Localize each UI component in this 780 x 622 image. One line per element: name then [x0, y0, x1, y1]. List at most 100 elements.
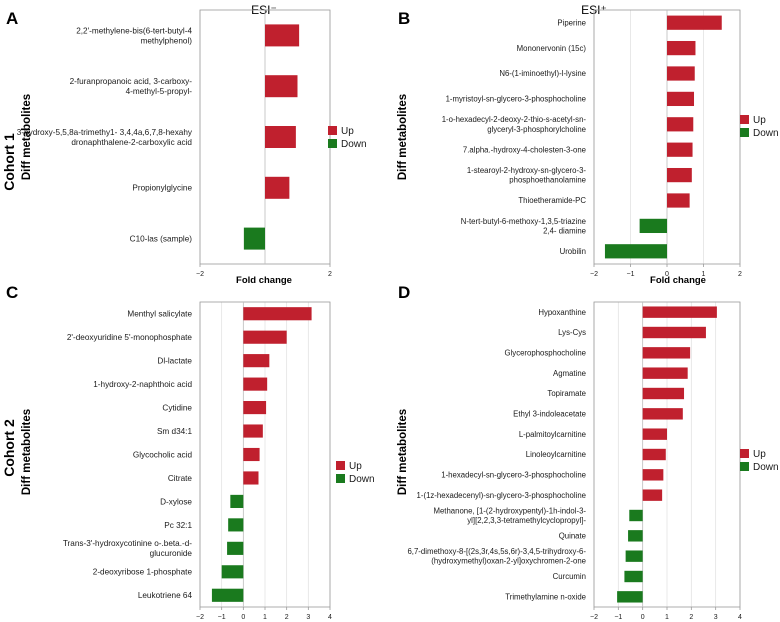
category-label: 1-hydroxy-2-naphthoic acid	[93, 380, 192, 389]
bar	[243, 227, 265, 250]
category-label: Citrate	[168, 474, 193, 483]
category-label: Piperine	[557, 18, 586, 27]
bar	[265, 126, 296, 148]
category-label: Cytidine	[162, 403, 192, 412]
bar	[642, 387, 685, 400]
x-tick-label: −2	[196, 271, 204, 278]
category-label: Menthyl salicylate	[127, 310, 192, 319]
bar	[243, 330, 287, 344]
category-label: 4-methyl-5-propyl-	[126, 87, 193, 96]
bar	[265, 176, 290, 199]
x-tick-label: 1	[702, 271, 706, 278]
panel-c: C Diff metabolites −2 −1 0 1 2 3 4 Menthyl salicy…	[6, 283, 375, 621]
legend-label-down: Down	[753, 128, 779, 139]
bar	[228, 518, 244, 532]
category-label: Dl-lactate	[157, 357, 192, 366]
x-tick-label: 4	[328, 614, 332, 621]
x-tick-label: −1	[218, 614, 226, 621]
legend-swatch-down	[328, 139, 337, 148]
bar	[642, 428, 667, 440]
category-label: Thioetheramide-PC	[518, 196, 586, 205]
category-label: 1-(1z-hexadecenyl)-sn-glycero-3-phosphoc…	[417, 491, 586, 500]
bar	[243, 471, 259, 485]
bar	[243, 424, 263, 438]
x-tick-label: 2	[285, 614, 289, 621]
category-label: 1-hexadecyl-sn-glycero-3-phosphocholine	[441, 471, 586, 480]
category-label: Linoleoylcarnitine	[526, 450, 586, 459]
category-label: Leukotriene 64	[138, 591, 193, 600]
legend-label-up: Up	[349, 461, 362, 472]
x-tick-label: −2	[590, 614, 598, 621]
bar	[604, 244, 667, 259]
bar	[628, 530, 643, 542]
x-tick-label: 2	[328, 271, 332, 278]
bar	[230, 494, 244, 508]
bar	[667, 117, 694, 132]
category-label: 2,2'-methylene-bis(6-tert-butyl-4	[76, 26, 192, 35]
legend-swatch-down	[740, 128, 749, 137]
category-label: Quinate	[559, 532, 586, 541]
category-label: Pc 32:1	[164, 521, 192, 530]
category-label: Propionylglycine	[132, 184, 192, 193]
row-label-cohort-2: Cohort 2	[1, 419, 17, 477]
bar	[243, 447, 260, 462]
x-axis-title: Fold change	[236, 275, 292, 286]
legend-label-up: Up	[753, 115, 766, 126]
category-label: 1-o-hexadecyl-2-deoxy-2-thio-s-acetyl-sn…	[442, 115, 587, 124]
x-tick-label: 3	[714, 614, 718, 621]
category-label: Mononervonin (15c)	[517, 44, 587, 53]
bar	[642, 367, 688, 379]
bar	[211, 588, 244, 602]
x-tick-label: −2	[590, 271, 598, 278]
panel-label: D	[398, 283, 410, 302]
x-tick-label: 3	[306, 614, 310, 621]
category-label: 6,7-dimethoxy-8-[(2s,3r,4s,5s,6r)-3,4,5-…	[407, 547, 586, 556]
category-label: Hypoxanthine	[538, 308, 586, 317]
legend-swatch-up	[740, 115, 749, 124]
x-tick-label: 2	[738, 271, 742, 278]
x-tick-label: −1	[614, 614, 622, 621]
y-axis-title: Diff metabolites	[397, 94, 409, 180]
bar	[642, 326, 706, 339]
category-label: Agmatine	[553, 369, 586, 378]
x-tick-label: 0	[665, 271, 669, 278]
bar	[625, 550, 643, 562]
category-label: C10-las (sample)	[130, 234, 193, 243]
legend-swatch-up	[336, 461, 345, 470]
category-label: 1-stearoyl-2-hydroxy-sn-glycero-3-	[467, 166, 587, 175]
category-label: L-palmitoylcarnitine	[519, 430, 586, 439]
legend-swatch-down	[336, 474, 345, 483]
category-label: methylphenol)	[141, 36, 193, 45]
category-label: 2,4- diamine	[543, 226, 586, 235]
bar	[642, 347, 691, 359]
category-label: D-xylose	[160, 497, 192, 506]
bar	[639, 218, 667, 234]
bar	[227, 541, 244, 555]
x-tick-label: −2	[196, 614, 204, 621]
bar	[243, 307, 312, 321]
category-label: Glycerophosphocholine	[505, 349, 587, 358]
category-label: 2-furanpropanoic acid, 3-carboxy-	[70, 77, 193, 86]
x-tick-label: 4	[738, 614, 742, 621]
category-label: 2-deoxyribose 1-phosphate	[93, 568, 193, 577]
x-tick-label: −1	[627, 271, 635, 278]
bar	[642, 408, 683, 420]
category-label: glucuronide	[150, 549, 193, 558]
category-label: Lys-Cys	[558, 328, 586, 337]
bar	[667, 15, 722, 30]
bar	[667, 91, 695, 107]
bar	[642, 489, 663, 501]
category-label: (hydroxymethyl)oxan-2-yl]oxychromen-2-on…	[431, 557, 586, 566]
bar	[629, 509, 643, 522]
legend-label-down: Down	[753, 462, 779, 473]
category-label: Trans-3'-hydroxycotinine o-.beta.-d-	[63, 539, 192, 548]
category-label: phosphoethanolamine	[509, 176, 586, 185]
panel-d: D Diff metabolites −2 −1 0 1 2 3 4 Hypoxanthine Ly…	[397, 283, 779, 621]
category-label: yl][2,2,3,3-tetramethylcyclopropyl]-	[467, 516, 586, 525]
category-label: Ethyl 3-indoleacetate	[513, 410, 586, 419]
category-label: Methanone, [1-(2-hydroxypentyl)-1h-indol…	[433, 506, 586, 515]
category-label: glyceryl-3-phosphorylcholine	[487, 125, 586, 134]
category-label: dronaphthalene-2-carboxylic acid	[71, 138, 192, 147]
